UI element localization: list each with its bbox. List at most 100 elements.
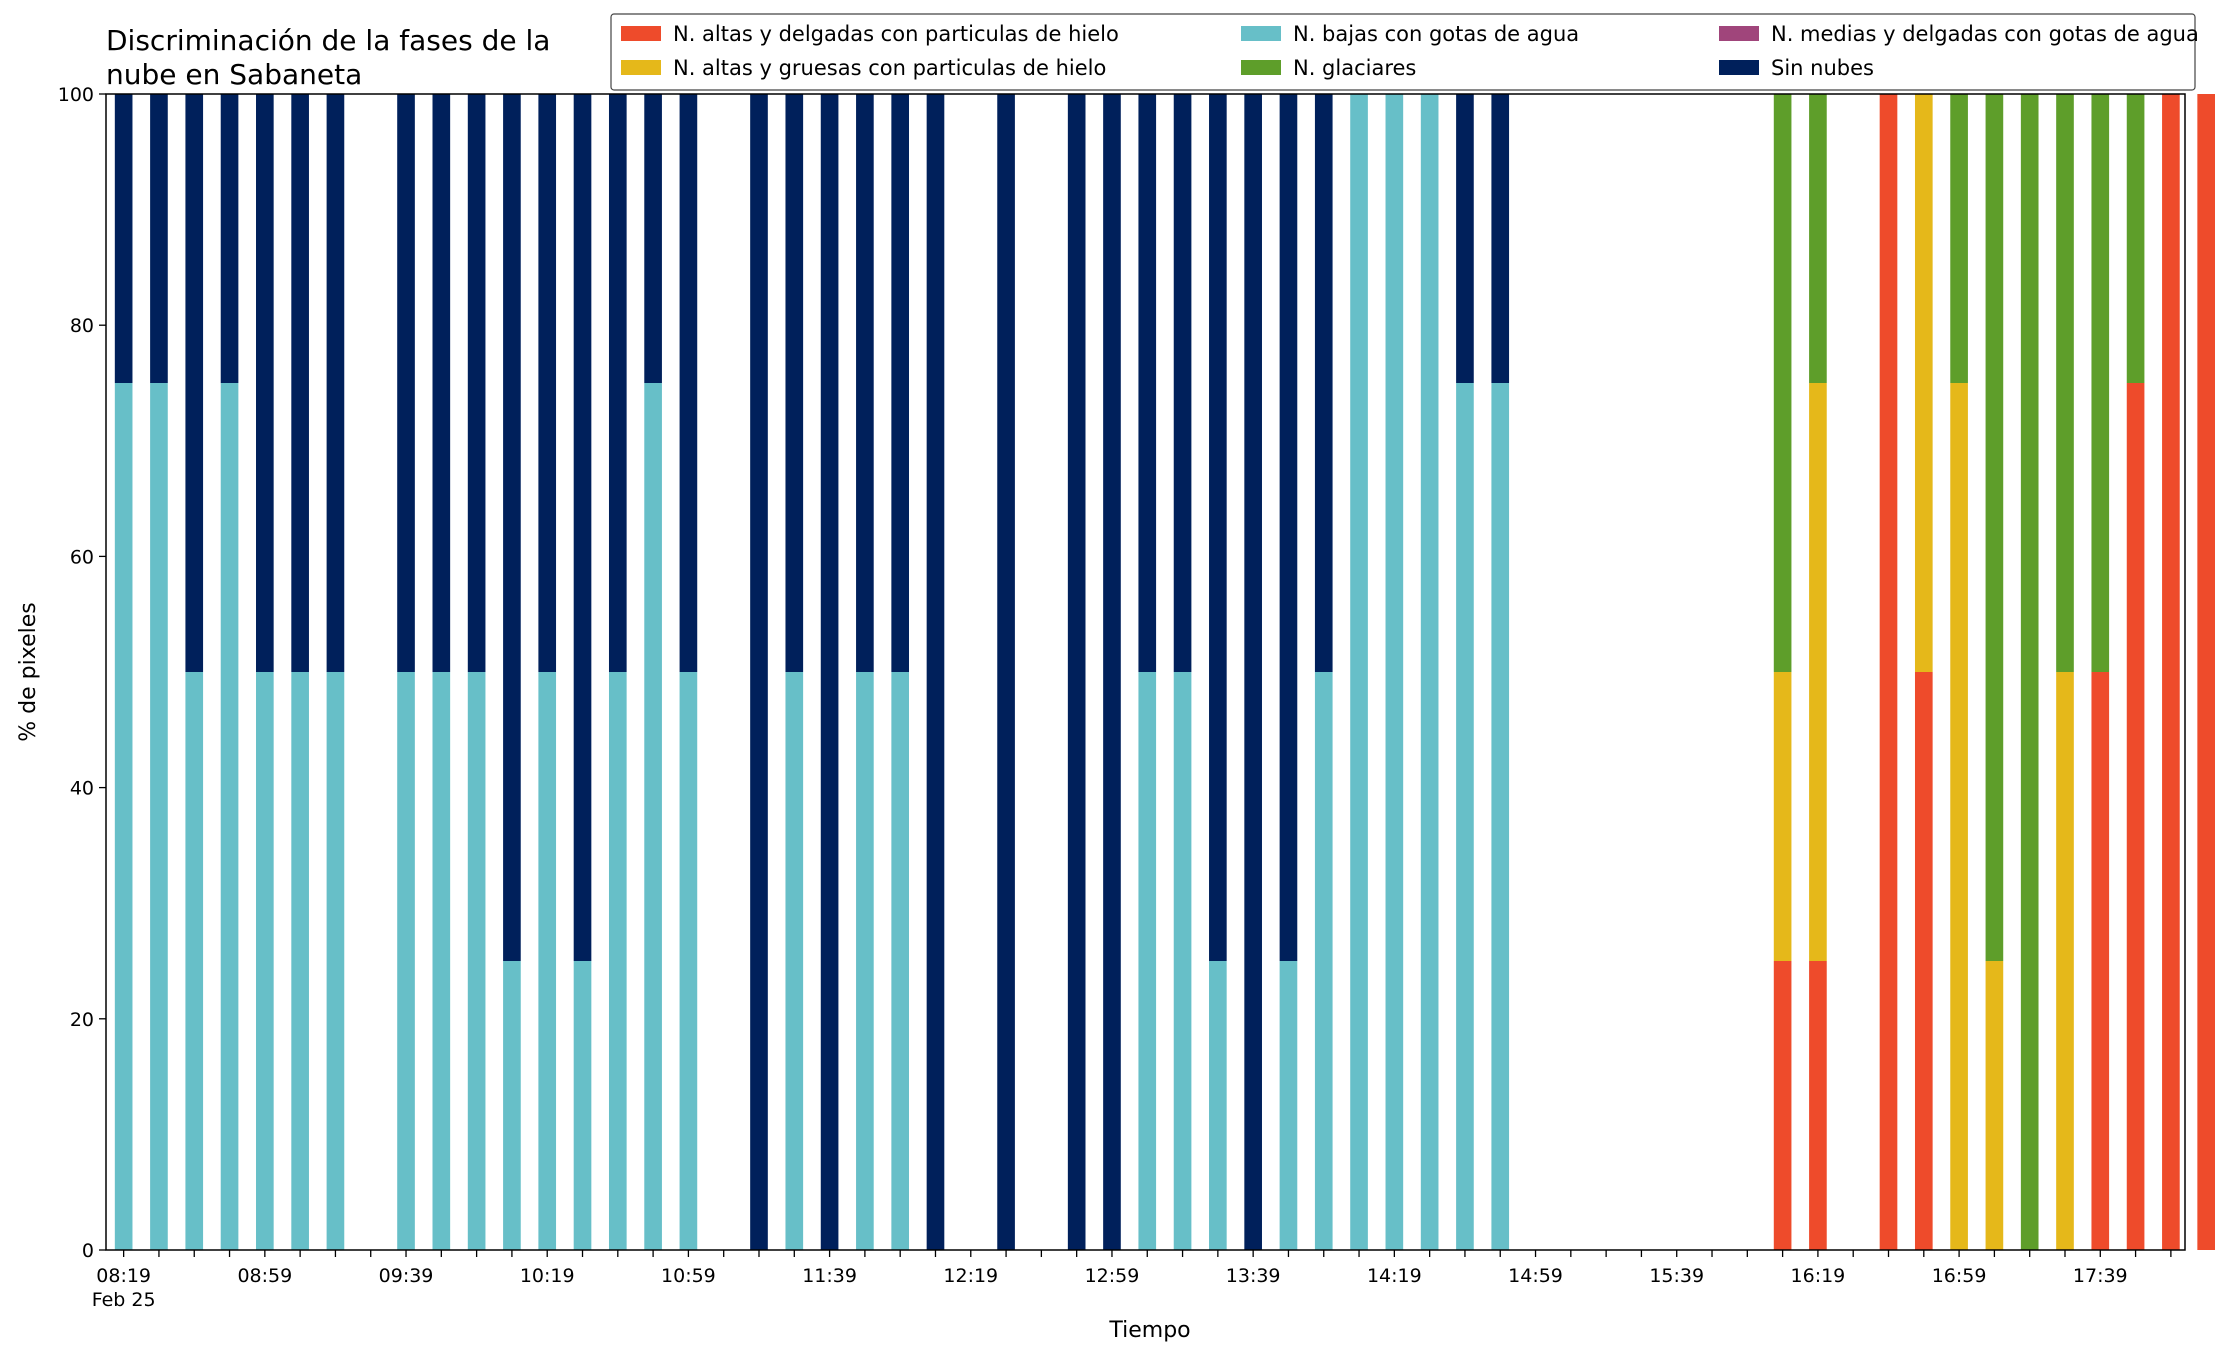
bar-segment [1950, 383, 1968, 1250]
bar-segment [150, 383, 168, 1250]
bar-segment [820, 94, 839, 1250]
bar-segment [785, 94, 804, 672]
bar-segment [1314, 672, 1333, 1250]
bar-segment [1809, 94, 1827, 383]
bar-segment [1244, 94, 1262, 1250]
bar-segment [114, 94, 133, 383]
bar-segment [856, 94, 874, 672]
legend-label: Sin nubes [1771, 56, 1874, 80]
bar-segment [608, 94, 627, 672]
bar-segment [256, 672, 274, 1250]
bar-segment [679, 94, 698, 672]
bar-segment [150, 94, 168, 383]
bar-segment [1314, 94, 1333, 672]
bar-segment [1209, 94, 1227, 961]
bar-segment [1138, 94, 1157, 672]
bar-segment [2056, 672, 2074, 1250]
chart-title-line-2: nube en Sabaneta [106, 58, 362, 91]
bar-segment [573, 94, 592, 961]
bar-segment [185, 672, 204, 1250]
bar-segment [2056, 94, 2074, 672]
legend: N. altas y delgadas con particulas de hi… [610, 13, 2199, 91]
x-tick-label: 16:19 [1791, 1265, 1846, 1287]
bar-segment [608, 672, 627, 1250]
bar-segment [2126, 383, 2145, 1250]
bar-segment [1420, 94, 1439, 1250]
legend-swatch [1719, 26, 1759, 41]
bar-segment [256, 94, 274, 672]
bar-segment [1385, 94, 1404, 1250]
x-tick-label: 10:59 [661, 1265, 716, 1287]
x-tick-label: 11:39 [802, 1265, 857, 1287]
bar-segment [1209, 961, 1227, 1250]
bar-segment [1491, 94, 1510, 383]
bar-segment [185, 94, 204, 672]
plot-frame [105, 93, 2186, 1251]
bar-segment [1914, 672, 1933, 1250]
y-tick-label: 60 [70, 546, 94, 568]
bar-segment [291, 94, 309, 672]
bars-layer [114, 94, 2215, 1250]
bar-segment [1279, 94, 1298, 961]
bar-segment [2126, 94, 2145, 383]
bar-segment [644, 383, 662, 1250]
bar-segment [750, 94, 768, 1250]
x-tick-label: 10:19 [520, 1265, 575, 1287]
bar-segment [1773, 961, 1792, 1250]
bar-segment [2091, 94, 2110, 672]
x-tick-label: 14:19 [1367, 1265, 1422, 1287]
legend-label: N. altas y delgadas con particulas de hi… [673, 22, 1119, 46]
bar-segment [397, 94, 415, 672]
bar-segment [467, 672, 486, 1250]
legend-label: N. medias y delgadas con gotas de agua [1771, 22, 2199, 46]
legend-swatch [621, 60, 661, 75]
legend-label: N. bajas con gotas de agua [1293, 22, 1579, 46]
bar-segment [997, 94, 1015, 1250]
bar-segment [1879, 94, 1898, 1250]
bar-segment [326, 94, 345, 672]
legend-label: N. altas y gruesas con particulas de hie… [673, 56, 1106, 80]
y-tick-label: 40 [70, 778, 94, 800]
bar-segment [2091, 672, 2110, 1250]
legend-swatch [1241, 26, 1281, 41]
bar-segment [220, 383, 239, 1250]
bar-segment [644, 94, 662, 383]
bar-segment [1173, 672, 1192, 1250]
bar-segment [2197, 94, 2215, 1250]
bar-segment [2162, 94, 2180, 1250]
bar-segment [291, 672, 309, 1250]
legend-swatch [1719, 60, 1759, 75]
x-tick-label: 15:39 [1649, 1265, 1704, 1287]
bar-segment [891, 94, 910, 672]
bar-segment [1985, 94, 2004, 961]
bar-segment [856, 672, 874, 1250]
bar-segment [573, 961, 592, 1250]
bar-segment [1809, 383, 1827, 961]
bar-segment [2020, 94, 2039, 1250]
bar-segment [1067, 94, 1086, 1250]
bar-segment [1456, 383, 1474, 1250]
x-tick-label: 12:19 [943, 1265, 998, 1287]
x-tick-label: 13:39 [1226, 1265, 1281, 1287]
bar-segment [1138, 672, 1157, 1250]
chart-title-line-1: Discriminación de la fases de la [106, 24, 550, 57]
bar-segment [1773, 672, 1792, 961]
bar-segment [785, 672, 804, 1250]
x-tick-label: 12:59 [1085, 1265, 1140, 1287]
y-tick-label: 20 [70, 1009, 94, 1031]
bar-segment [432, 94, 451, 672]
legend-swatch [621, 26, 661, 41]
bar-segment [467, 94, 486, 672]
bar-segment [114, 383, 133, 1250]
bar-segment [503, 94, 521, 961]
bar-segment [326, 672, 345, 1250]
x-tick-label: 08:59 [237, 1265, 292, 1287]
bar-segment [1914, 94, 1933, 672]
x-tick-sublabel: Feb 25 [92, 1289, 156, 1311]
x-tick-label: 08:19 [96, 1265, 151, 1287]
bar-segment [926, 94, 945, 1250]
bar-segment [432, 672, 451, 1250]
bar-segment [1456, 94, 1474, 383]
